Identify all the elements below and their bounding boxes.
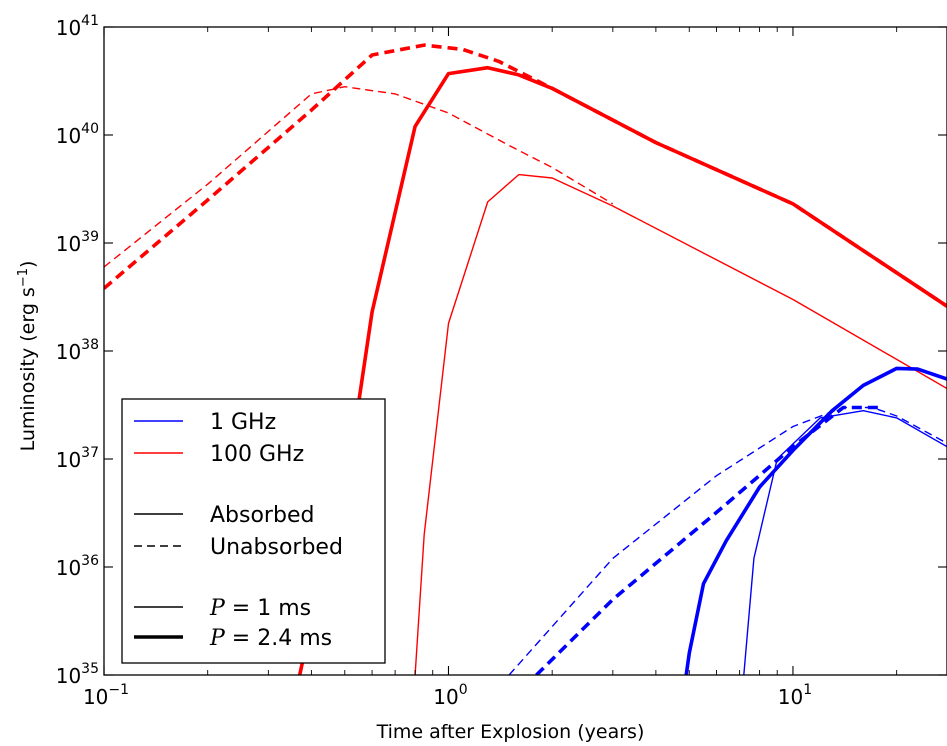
y-axis-label-close: ) <box>17 261 39 268</box>
legend-label: 1 GHz <box>210 410 276 435</box>
legend-label-rest: = 2.4 ms <box>225 626 332 651</box>
y-tick-label: 1037 <box>56 445 99 472</box>
y-tick-label-base: 10 <box>56 340 81 364</box>
series-line-100ghz-absorbed-24ms <box>297 65 947 675</box>
legend-label: P = 2.4 ms <box>209 626 332 651</box>
y-axis-label-main: Luminosity (erg s <box>17 287 39 451</box>
y-tick-label-base: 10 <box>56 556 81 580</box>
series-line-1ghz-unabsorbed-24ms <box>535 405 881 675</box>
legend-label-rest: = 1 ms <box>225 596 311 621</box>
legend-label: 100 GHz <box>210 442 304 467</box>
y-tick-label-base: 10 <box>56 664 81 688</box>
y-tick-label-exponent: 40 <box>81 121 99 137</box>
x-tick-label: 10−1 <box>83 682 129 709</box>
y-tick-label: 1039 <box>56 229 99 256</box>
x-tick-label-exponent: −1 <box>108 682 129 698</box>
y-tick-label: 1035 <box>56 661 99 688</box>
series-line-100ghz-unabsorbed-1ms <box>104 86 614 268</box>
y-tick-label-base: 10 <box>56 124 81 148</box>
x-tick-label-exponent: 0 <box>459 682 468 698</box>
y-tick-label-exponent: 37 <box>81 445 99 461</box>
y-tick-label-exponent: 41 <box>81 13 99 29</box>
y-tick-label-exponent: 38 <box>81 337 99 353</box>
y-tick-label: 1036 <box>56 553 99 580</box>
y-tick-label-exponent: 35 <box>81 661 99 677</box>
y-tick-label: 1040 <box>56 121 99 148</box>
series-line-100ghz-absorbed-1ms <box>414 173 947 675</box>
x-tick-label-exponent: 1 <box>803 682 812 698</box>
y-tick-label-exponent: 39 <box>81 229 99 245</box>
series-layer <box>104 43 947 675</box>
x-axis-label: Time after Explosion (years) <box>376 721 645 743</box>
y-tick-label-base: 10 <box>56 16 81 40</box>
legend-box <box>121 398 386 664</box>
x-tick-label: 100 <box>433 682 467 709</box>
legend-label-variable: P <box>209 596 226 621</box>
legend-label: P = 1 ms <box>209 596 311 621</box>
series-line-1ghz-unabsorbed-1ms <box>508 406 947 675</box>
x-tick-label-base: 10 <box>83 685 108 709</box>
legend-label: Absorbed <box>210 503 314 528</box>
series-line-1ghz-absorbed-24ms <box>684 366 947 675</box>
legend-label-variable: P <box>209 626 226 651</box>
labels-layer: Time after Explosion (years) Luminosity … <box>16 261 644 743</box>
y-tick-label-base: 10 <box>56 232 81 256</box>
y-tick-label: 1041 <box>56 13 99 40</box>
x-tick-label: 101 <box>778 682 812 709</box>
y-tick-label-exponent: 36 <box>81 553 99 569</box>
x-tick-label-base: 10 <box>778 685 803 709</box>
legend-label: Unabsorbed <box>210 535 343 560</box>
y-axis-label-superscript: −1 <box>16 268 31 287</box>
y-axis-label: Luminosity (erg s−1) <box>16 261 39 452</box>
x-tick-label-base: 10 <box>433 685 458 709</box>
series-line-1ghz-absorbed-1ms <box>743 410 947 675</box>
y-tick-label: 1038 <box>56 337 99 364</box>
y-tick-label-base: 10 <box>56 448 81 472</box>
